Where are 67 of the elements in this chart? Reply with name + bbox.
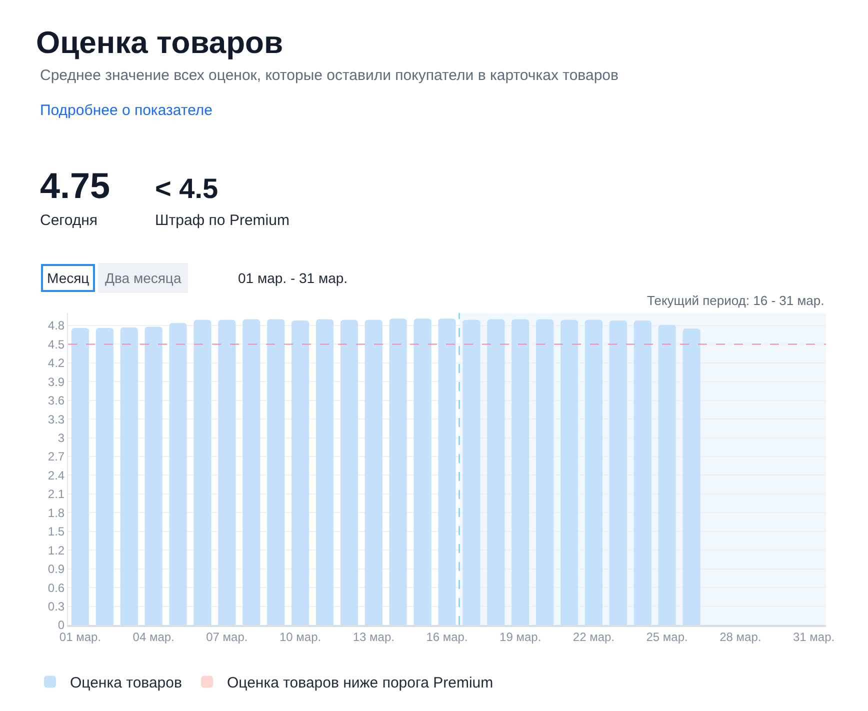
text: 01 мар. - 31 мар. (238, 270, 348, 286)
bar (536, 319, 554, 625)
bar (242, 319, 260, 625)
bar (682, 328, 700, 625)
bar (364, 320, 382, 625)
legend-label: Оценка товаров ниже порога Premium (226, 674, 494, 692)
text: Два месяца (105, 270, 182, 286)
bar (584, 320, 603, 625)
bar (414, 318, 432, 625)
y-tick-label: 0.3 (48, 599, 65, 614)
x-tick-label: 22 мар. (572, 630, 615, 644)
bar (71, 328, 90, 625)
band-label: Текущий период: 16 - 31 мар. (647, 293, 824, 308)
y-tick-label: 3.3 (48, 412, 65, 426)
text: < 4.5 (155, 173, 218, 204)
text: 4.75 (40, 165, 110, 206)
y-tick-label: 1.8 (48, 506, 65, 520)
x-tick-label: 31 мар. (792, 630, 835, 644)
y-tick-label: 0.6 (48, 580, 65, 595)
bar (120, 327, 138, 625)
y-tick-label: 0.9 (48, 562, 65, 576)
y-tick-label: 0 (58, 618, 65, 632)
y-tick-label: 2.7 (48, 450, 65, 464)
bar (169, 322, 187, 625)
y-tick-label: 1.5 (48, 524, 65, 539)
legend-label: Оценка товаров (70, 674, 182, 692)
x-tick-label: 25 мар. (646, 630, 688, 644)
x-tick-label: 19 мар. (500, 630, 542, 644)
bar (291, 320, 310, 625)
y-tick-label: 4.8 (48, 318, 65, 333)
bar (487, 319, 505, 625)
x-tick-label: 13 мар. (352, 630, 394, 644)
bar (438, 318, 456, 625)
x-tick-label: 04 мар. (132, 630, 174, 644)
bar (218, 320, 236, 625)
bar (634, 320, 652, 625)
bar (560, 320, 578, 625)
bar (658, 324, 676, 625)
chart-title: Оценка товаров (36, 24, 284, 60)
bar (316, 319, 334, 625)
bar (609, 320, 627, 625)
bar (96, 328, 114, 625)
y-tick-label: 2.4 (48, 468, 65, 482)
x-tick-label: 28 мар. (720, 630, 762, 644)
chart-subtitle: Среднее значение всех оценок, которые оставили покупатели в карточках товаров (40, 67, 619, 84)
bar (462, 320, 480, 625)
x-tick-label: 01 мар. (59, 630, 102, 644)
y-tick-label: 3 (58, 431, 65, 445)
bar (144, 326, 162, 625)
y-tick-label: 4.5 (48, 337, 65, 352)
text: Месяц (47, 270, 90, 286)
x-tick-label: 10 мар. (279, 630, 322, 644)
y-tick-label: 4.2 (48, 356, 65, 370)
text: Сегодня (40, 212, 98, 229)
bar (389, 318, 407, 625)
bar (267, 319, 285, 625)
text: Подробнее о показателе (40, 102, 213, 119)
y-tick-label: 2.1 (48, 487, 65, 502)
y-tick-label: 3.6 (48, 394, 65, 408)
bar (340, 320, 358, 625)
bar (512, 319, 530, 625)
y-tick-label: 1.2 (48, 543, 65, 558)
text: Штраф по Premium (155, 212, 290, 229)
x-tick-label: 16 мар. (426, 630, 468, 644)
x-tick-label: 07 мар. (206, 630, 248, 644)
y-tick-label: 3.9 (48, 374, 65, 389)
bar (194, 320, 212, 625)
